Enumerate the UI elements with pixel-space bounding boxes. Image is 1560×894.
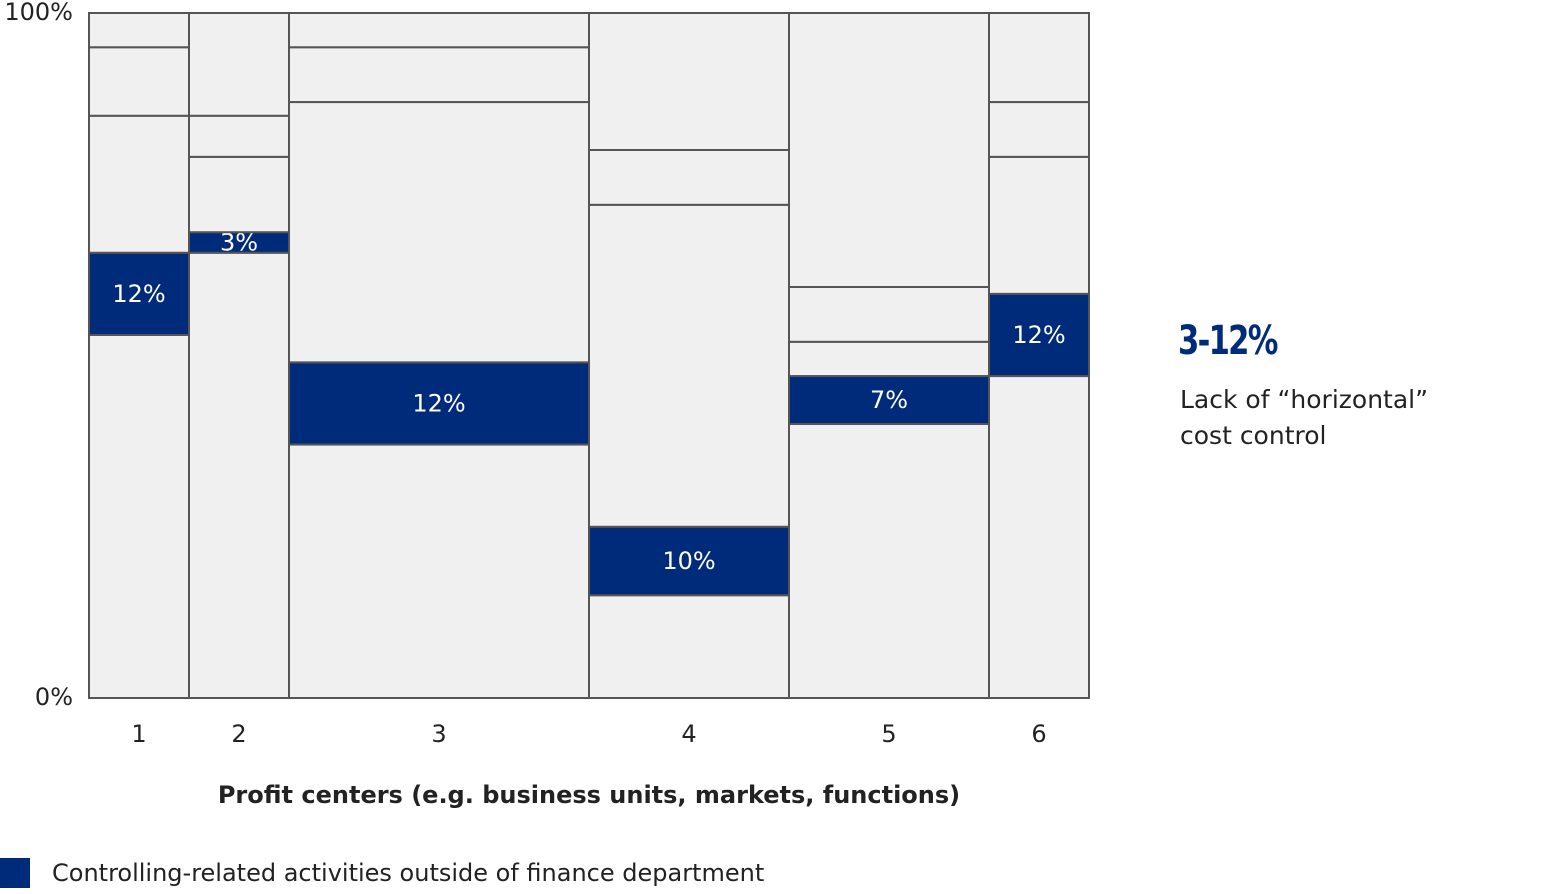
- value-label: 12%: [412, 389, 465, 417]
- segment: [588, 594, 790, 699]
- segment: [288, 12, 590, 49]
- value-label: 7%: [870, 386, 908, 414]
- segment: [588, 149, 790, 206]
- segment: [88, 251, 190, 336]
- segment: [288, 101, 590, 364]
- x-tick-label: 1: [131, 720, 146, 748]
- segment: [88, 12, 190, 49]
- segment: [188, 155, 290, 234]
- annotation-text: Lack of “horizontal” cost control: [1180, 385, 1429, 450]
- annotation-headline: 3-12%: [1178, 318, 1278, 364]
- legend-label: Controlling-related activities outside o…: [52, 859, 764, 887]
- x-tick-label: 6: [1031, 720, 1046, 748]
- segment: [88, 46, 190, 117]
- x-tick-label: 2: [231, 720, 246, 748]
- segment: [988, 155, 1090, 295]
- segment: [188, 12, 290, 117]
- segment: [588, 12, 790, 151]
- segment: [788, 286, 990, 343]
- legend-swatch: [0, 858, 30, 888]
- segment: [288, 443, 590, 699]
- segment: [788, 12, 990, 288]
- segment: [988, 292, 1090, 378]
- segment: [188, 251, 290, 699]
- x-axis-label: Profit centers (e.g. business units, mar…: [218, 781, 960, 809]
- segment: [88, 333, 190, 699]
- segment: [288, 46, 590, 104]
- y-tick-label: 100%: [4, 0, 73, 26]
- value-label: 10%: [662, 547, 715, 575]
- segment: [788, 423, 990, 699]
- segment: [788, 340, 990, 378]
- segment: [588, 203, 790, 528]
- segment: [188, 114, 290, 158]
- x-tick-label: 3: [431, 720, 446, 748]
- value-label: 12%: [1012, 321, 1065, 349]
- segment: [88, 114, 190, 254]
- segment: [588, 525, 790, 597]
- segment: [988, 101, 1090, 158]
- x-tick-label: 5: [881, 720, 896, 748]
- y-tick-label: 0%: [35, 683, 73, 711]
- x-tick-label: 4: [681, 720, 696, 748]
- segment: [988, 12, 1090, 104]
- value-label: 12%: [112, 280, 165, 308]
- segment: [988, 375, 1090, 699]
